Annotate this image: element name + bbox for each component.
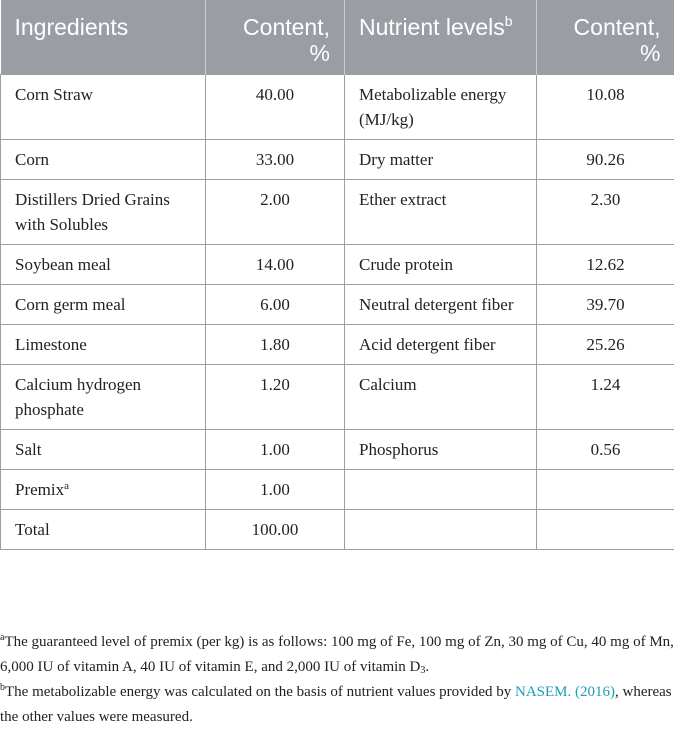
ingredient-content: 14.00 [205, 243, 345, 285]
ingredient-cell: Total [0, 508, 206, 550]
footnote-a-subscript: 3 [420, 665, 426, 676]
footnote-a-text: The guaranteed level of premix (per kg) … [0, 634, 674, 675]
nutrient-content [536, 508, 674, 550]
table-row: Limestone 1.80 Acid detergent fiber 25.26 [0, 323, 674, 365]
nutrient-name: Calcium [344, 363, 537, 430]
ingredient-cell: Limestone [0, 323, 206, 365]
table-row: Corn Straw 40.00 Metabolizable energy (MJ/… [0, 73, 674, 140]
header-content-1: Content, % [205, 0, 345, 74]
table-row: Premixa 1.00 [0, 468, 674, 510]
ingredient-name: Calcium hydrogen phosphate [15, 374, 142, 419]
header-row: Ingredients Content, % Nutrient levelsb … [0, 0, 674, 74]
table-header: Ingredients Content, % Nutrient levelsb … [0, 0, 674, 74]
nutrient-content: 12.62 [536, 243, 674, 285]
nutrient-name: Ether extract [344, 178, 537, 245]
ingredient-name: Premix [15, 479, 65, 499]
nutrient-name [344, 508, 537, 550]
header-ingredients: Ingredients [14, 14, 129, 40]
nutrient-name [344, 468, 537, 510]
reference-link[interactable]: NASEM. (2016) [514, 684, 615, 700]
ingredient-name: Salt [15, 439, 42, 459]
ingredient-name: Limestone [15, 334, 87, 354]
nutrient-name: Neutral detergent fiber [344, 283, 537, 325]
footnote-a-ref: a [64, 479, 69, 492]
nutrient-content: 25.26 [536, 323, 674, 365]
table-row: Corn germ meal 6.00 Neutral detergent fibe… [0, 283, 674, 325]
header-nutrient-levels: Nutrient levelsb [344, 0, 537, 74]
nutrient-content: 39.70 [536, 283, 674, 325]
ingredient-content: 6.00 [205, 283, 345, 325]
footnote-a-end: . [425, 659, 430, 675]
table-row: Distillers Dried Grains with Solubles 2.0… [0, 178, 674, 245]
ingredient-cell: Corn [0, 138, 206, 180]
ingredient-content: 33.00 [205, 138, 345, 180]
nutrient-name: Crude protein [344, 243, 537, 285]
footnote-a-marker: a [0, 632, 5, 643]
ingredient-name: Distillers Dried Grains with Solubles [15, 189, 170, 234]
ingredient-cell: Soybean meal [0, 243, 206, 285]
footnote-b-marker: b [0, 682, 5, 693]
ingredient-cell: Calcium hydrogen phosphate [0, 363, 206, 430]
ingredient-name: Soybean meal [15, 254, 111, 274]
nutrient-content: 90.26 [536, 138, 674, 180]
nutrient-content: 1.24 [536, 363, 674, 430]
nutrient-content [536, 468, 674, 510]
ingredient-cell: Corn germ meal [0, 283, 206, 325]
ingredient-content: 1.20 [205, 363, 345, 430]
footnote-b: bThe metabolizable energy was calculated… [0, 680, 674, 730]
header-nutrient-levels-label: Nutrient levels [359, 14, 505, 40]
ingredient-content: 1.00 [205, 468, 345, 510]
footnote-b-ref: b [504, 13, 513, 29]
diet-composition-table: Ingredients Content, % Nutrient levelsb … [0, 0, 674, 550]
ingredient-name: Total [15, 519, 50, 539]
header-content-2: Content, % [536, 0, 674, 74]
ingredient-cell: Corn Straw [0, 73, 206, 140]
footnote-b-end: , whereas the other values were measured… [0, 684, 672, 725]
ingredient-content: 1.00 [205, 428, 345, 470]
ingredient-content: 100.00 [205, 508, 345, 550]
table-row: Calcium hydrogen phosphate 1.20 Calcium 1.2… [0, 363, 674, 430]
table-footnotes: aThe guaranteed level of premix (per kg)… [0, 630, 674, 730]
ingredient-name: Corn germ meal [15, 294, 126, 314]
table-row: Salt 1.00 Phosphorus 0.56 [0, 428, 674, 470]
ingredient-name: Corn [15, 149, 49, 169]
nutrient-content: 2.30 [536, 178, 674, 245]
footnote-a: aThe guaranteed level of premix (per kg)… [0, 630, 674, 680]
nutrient-name: Acid detergent fiber [344, 323, 537, 365]
ingredient-content: 2.00 [205, 178, 345, 245]
nutrient-content: 0.56 [536, 428, 674, 470]
ingredient-cell: Salt [0, 428, 206, 470]
ingredient-name: Corn Straw [15, 84, 93, 104]
ingredient-content: 1.80 [205, 323, 345, 365]
ingredient-cell: Distillers Dried Grains with Solubles [0, 178, 206, 245]
nutrient-name: Phosphorus [344, 428, 537, 470]
table-row: Soybean meal 14.00 Crude protein 12.62 [0, 243, 674, 285]
table-body: Corn Straw 40.00 Metabolizable energy (MJ/… [0, 73, 674, 550]
table-row: Corn 33.00 Dry matter 90.26 [0, 138, 674, 180]
nutrient-name: Dry matter [344, 138, 537, 180]
nutrient-name: Metabolizable energy (MJ/kg) [344, 73, 537, 140]
ingredient-cell: Premixa [0, 468, 206, 510]
table-row: Total 100.00 [0, 508, 674, 550]
footnote-b-text: The metabolizable energy was calculated … [5, 684, 515, 700]
nutrient-content: 10.08 [536, 73, 674, 140]
ingredient-content: 40.00 [205, 73, 345, 140]
